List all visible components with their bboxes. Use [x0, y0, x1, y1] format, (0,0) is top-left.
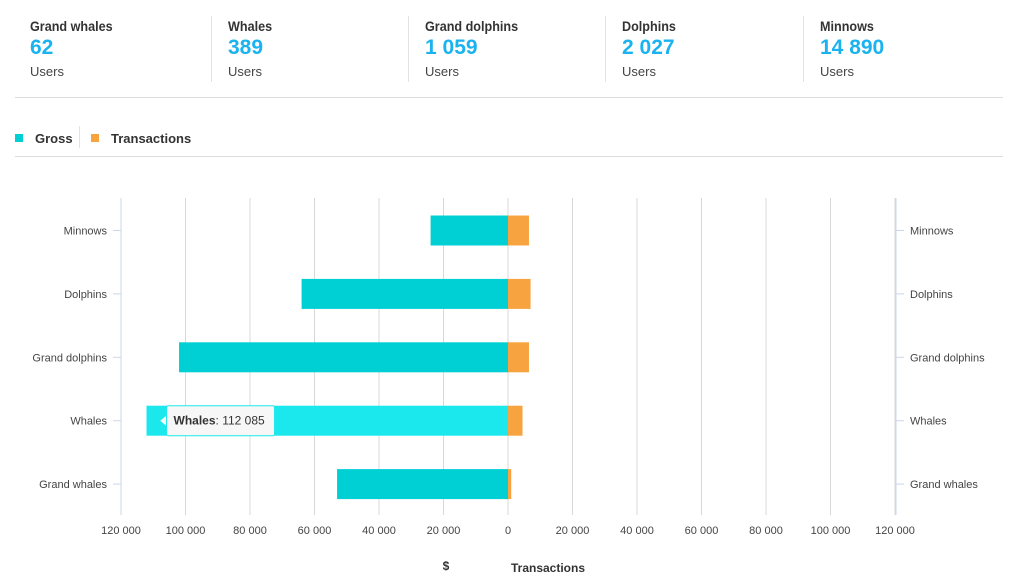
stat-name: Whales [228, 18, 273, 34]
x-tick-label-left: 120 000 [101, 525, 141, 537]
x-tick-label-right: 40 000 [620, 525, 654, 537]
legend-label: Gross [35, 130, 73, 146]
x-tick-label-right: 80 000 [749, 525, 783, 537]
stat-unit: Users [30, 64, 64, 79]
category-label-right: Dolphins [910, 289, 953, 301]
stat-unit: Users [228, 64, 262, 79]
tooltip-label: Whales [174, 414, 216, 428]
stat-value: 389 [228, 36, 264, 59]
tooltip-box [166, 405, 276, 437]
bar-gross [337, 469, 508, 500]
category-label-left: Grand dolphins [32, 352, 107, 364]
stat-value: 1 059 [425, 36, 478, 59]
stat-name: Grand whales [30, 18, 113, 34]
stats-panel: Grand whales 62 Users Whales 389 Users G… [15, 0, 1003, 98]
chart-legend: Gross Transactions [15, 118, 1003, 157]
stat-dolphins: Dolphins 2 027 Users [605, 16, 676, 82]
tooltip-text: Whales: 112 085 [174, 414, 265, 428]
stat-name: Minnows [820, 18, 874, 34]
x-tick-label-left: 40 000 [362, 525, 396, 537]
stat-minnows: Minnows 14 890 Users [803, 16, 884, 82]
category-label-right: Grand whales [910, 479, 978, 491]
x-tick-label-left: 0 [505, 525, 511, 537]
bar-gross [179, 342, 509, 373]
stat-value: 2 027 [622, 36, 675, 59]
category-label-right: Grand dolphins [910, 352, 985, 364]
bar-transactions [508, 342, 529, 373]
legend-item-transactions[interactable]: Transactions [91, 130, 192, 146]
tooltip-value: : 112 085 [216, 414, 265, 428]
category-label-right: Minnows [910, 226, 954, 238]
x-axis-title-right: Transactions [511, 561, 585, 575]
stat-unit: Users [622, 64, 656, 79]
bar-gross [430, 215, 508, 246]
stat-unit: Users [820, 64, 854, 79]
legend-label: Transactions [111, 130, 192, 146]
legend-swatch-transactions [91, 134, 99, 142]
category-label-left: Grand whales [39, 479, 107, 491]
category-label-left: Whales [70, 416, 107, 428]
stat-value: 62 [30, 36, 54, 59]
bar-gross [301, 278, 508, 309]
category-label-right: Whales [910, 416, 947, 428]
bar-transactions [508, 215, 529, 246]
stat-name: Dolphins [622, 18, 676, 34]
x-tick-label-right: 60 000 [685, 525, 719, 537]
legend-swatch-gross [15, 134, 23, 142]
stat-unit: Users [425, 64, 459, 79]
x-tick-label-right: 120 000 [875, 525, 915, 537]
x-tick-label-left: 80 000 [233, 525, 267, 537]
x-tick-label-left: 20 000 [427, 525, 461, 537]
stat-name: Grand dolphins [425, 18, 519, 34]
bar-transactions [508, 278, 531, 309]
category-label-left: Minnows [64, 226, 108, 238]
category-label-left: Dolphins [64, 289, 107, 301]
legend-divider [79, 126, 80, 148]
bar-transactions [508, 469, 512, 500]
x-tick-label-right: 100 000 [811, 525, 851, 537]
stat-value: 14 890 [820, 36, 885, 59]
bar-transactions [508, 405, 523, 436]
x-tick-label-left: 100 000 [166, 525, 206, 537]
stat-grand-dolphins: Grand dolphins 1 059 Users [408, 16, 518, 82]
x-axis-title-left: $ [443, 559, 450, 573]
x-tick-label-left: 60 000 [298, 525, 332, 537]
stat-whales: Whales 389 Users [211, 16, 272, 82]
x-tick-label-right: 20 000 [556, 525, 590, 537]
legend-item-gross[interactable]: Gross [15, 130, 73, 146]
